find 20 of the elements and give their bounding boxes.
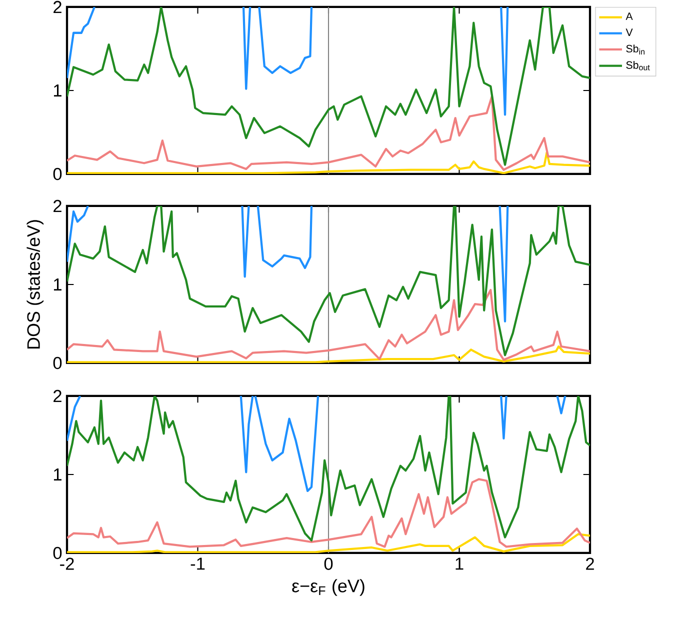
y-tick-label: 2 <box>54 0 62 14</box>
y-tick-label: 1 <box>54 278 62 290</box>
y-tick-label: 1 <box>54 84 62 96</box>
legend-label: Sb$_{out}$ <box>626 60 650 70</box>
legend-label: A <box>626 12 633 20</box>
y-tick-label: 2 <box>54 390 62 402</box>
x-axis-title: ε−ε$_{F}$ (eV) <box>292 579 364 596</box>
y-axis-title: DOS (states/eV) <box>26 220 44 349</box>
y-tick-label: 0 <box>53 356 62 370</box>
x-tick-label: 1 <box>456 558 464 570</box>
y-tick-label: 0 <box>53 546 62 560</box>
x-tick-label: 0 <box>324 558 333 570</box>
y-tick-label: 2 <box>54 200 62 212</box>
legend-label: Sb$_{in}$ <box>626 44 644 54</box>
x-tick-label: -2 <box>60 558 74 570</box>
x-tick-label: -1 <box>190 558 205 570</box>
y-tick-label: 1 <box>54 468 62 480</box>
legend-label: V <box>626 28 633 36</box>
y-tick-label: 0 <box>53 168 62 180</box>
x-tick-label: 2 <box>586 558 594 570</box>
